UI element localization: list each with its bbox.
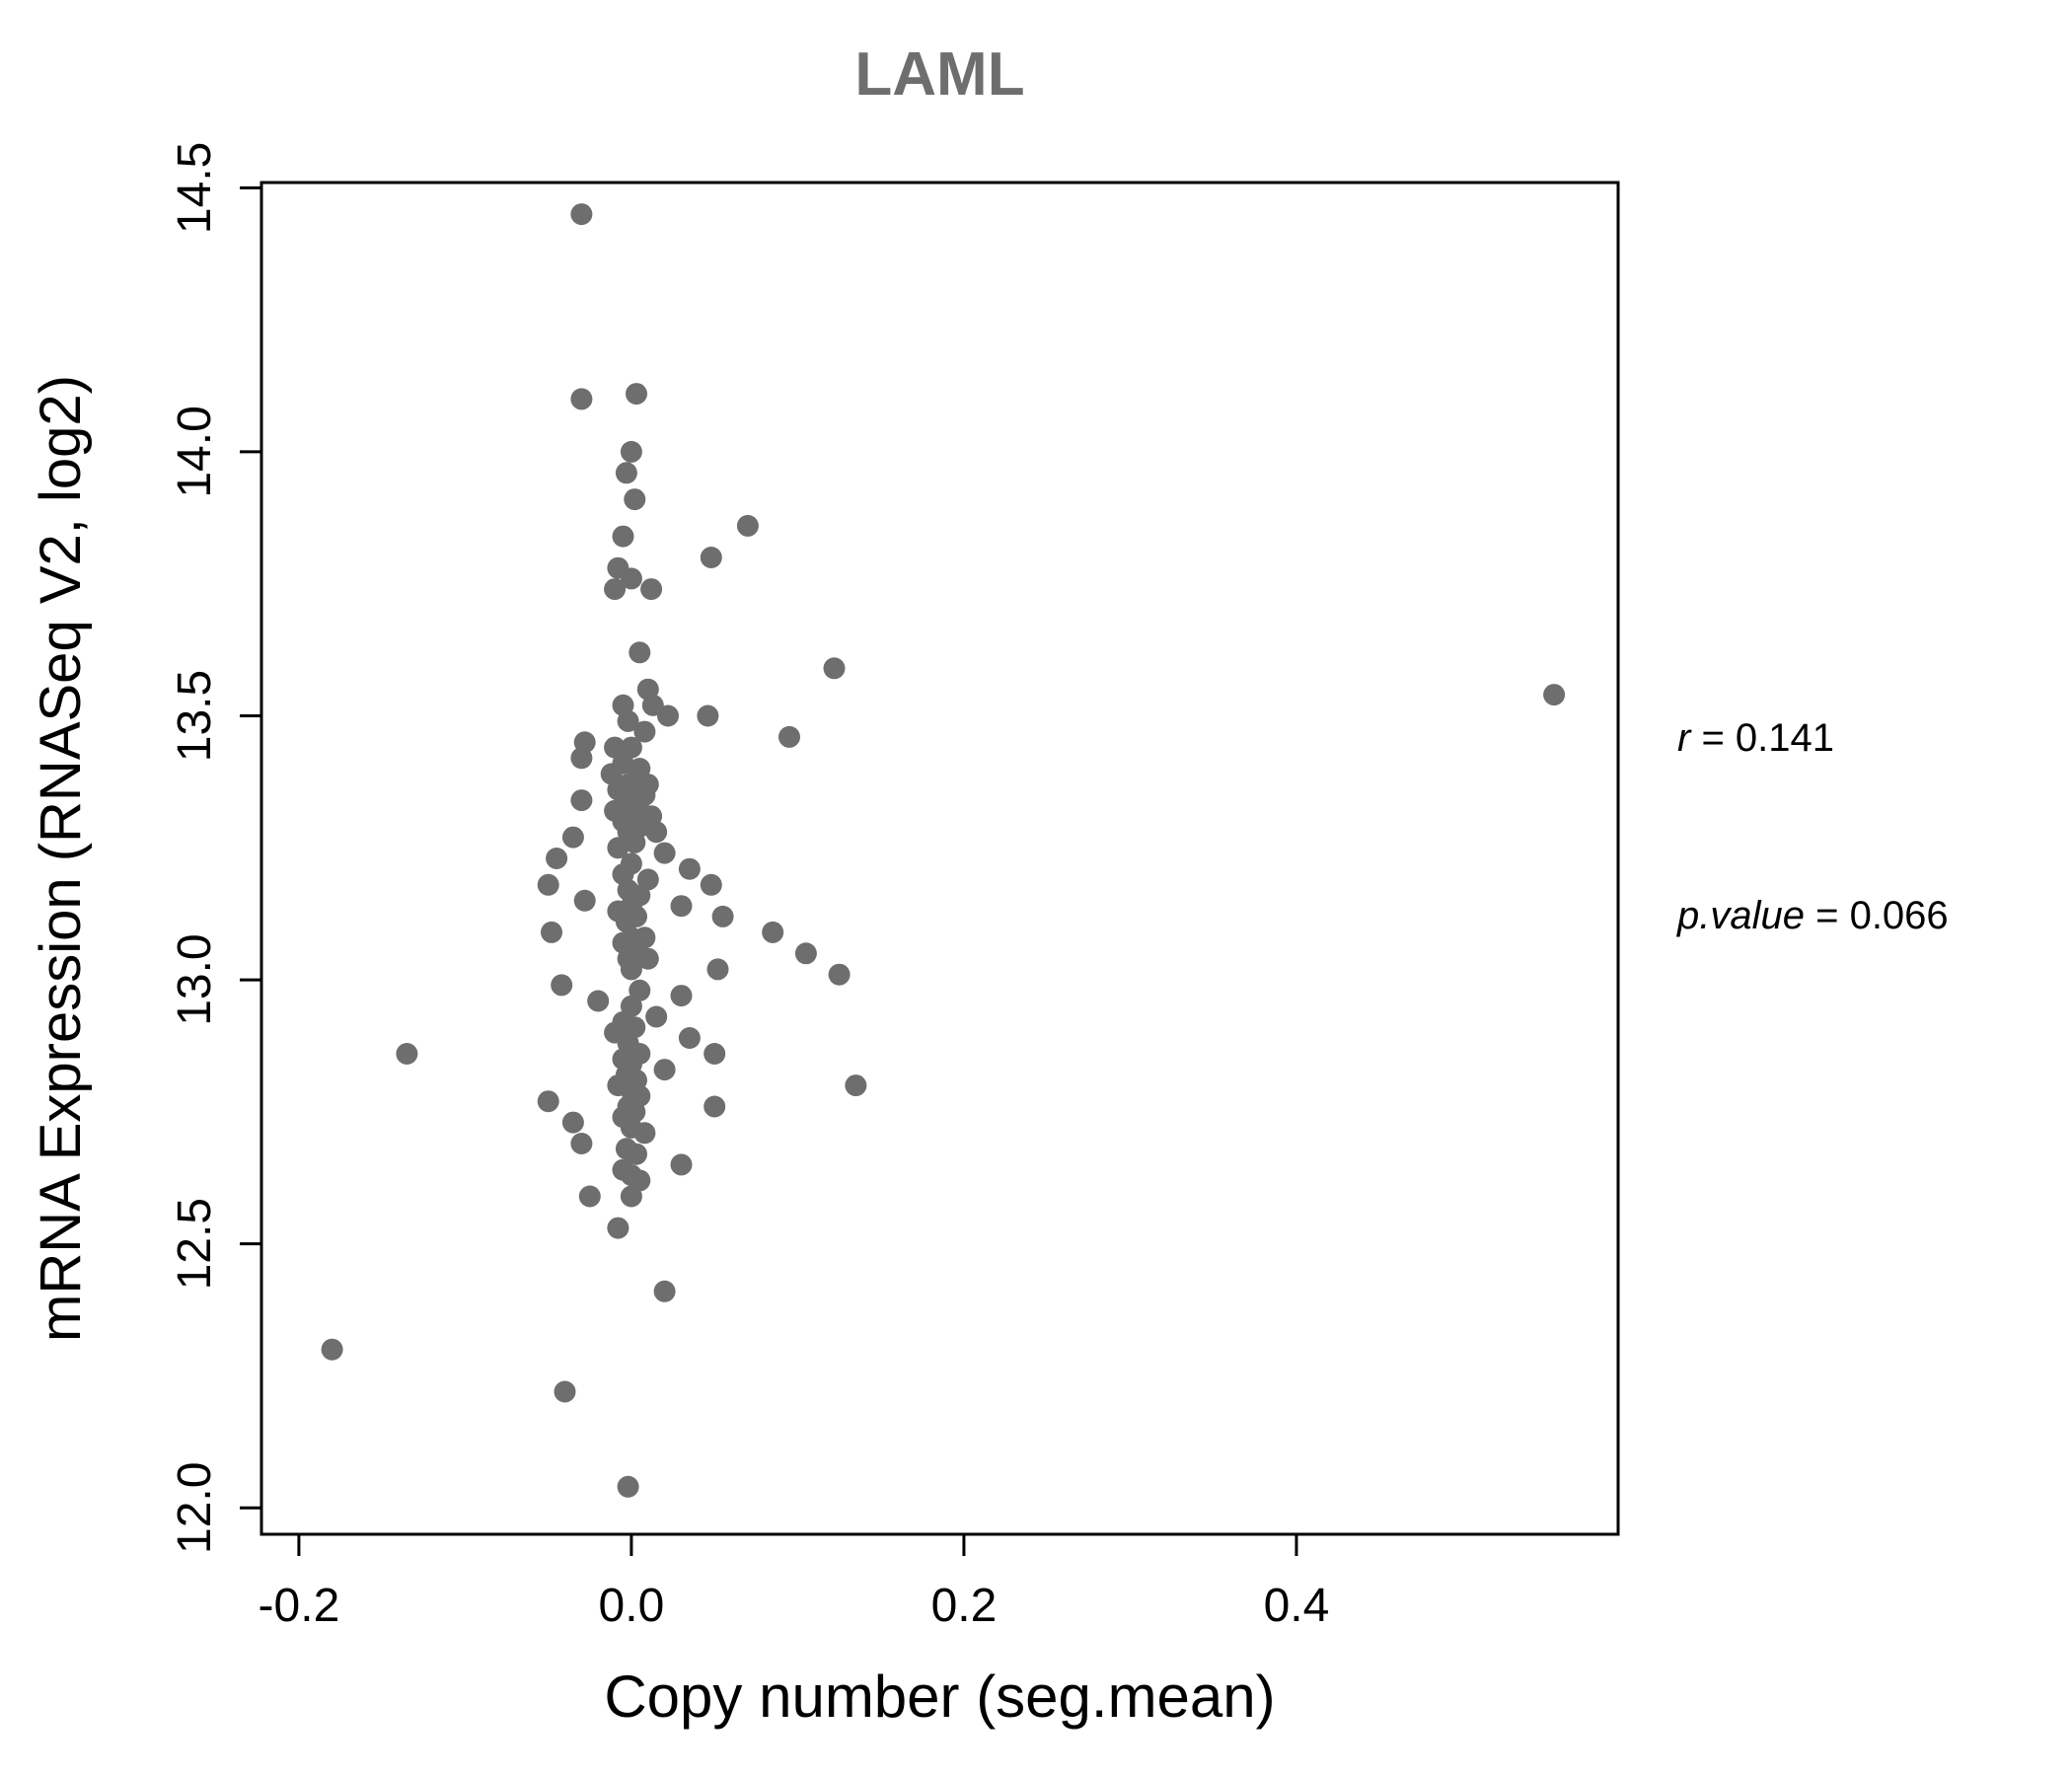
data-point (629, 641, 651, 664)
stats-annotation: r = 0.141 p.value = 0.066 (1677, 590, 1949, 1064)
data-point (645, 1005, 668, 1028)
data-point (711, 905, 734, 927)
data-point (633, 1122, 656, 1145)
y-axis-label: mRNA Expression (RNASeq V2, log2) (29, 375, 93, 1342)
data-point (736, 514, 759, 537)
data-point (828, 963, 851, 986)
data-point (697, 704, 719, 727)
y-tick-label: 12.5 (169, 1198, 221, 1290)
data-point (551, 974, 573, 997)
data-point (657, 704, 679, 727)
x-tick-label: 0.0 (599, 1580, 665, 1632)
data-point (546, 848, 568, 869)
data-point (617, 1475, 639, 1498)
data-point (645, 821, 668, 844)
data-point (396, 1043, 418, 1065)
data-point (607, 1217, 629, 1239)
y-tick-label: 13.0 (169, 933, 221, 1025)
data-point (626, 1143, 647, 1165)
data-point (612, 525, 634, 548)
x-axis-label: Copy number (seg.mean) (604, 1664, 1276, 1730)
data-point (794, 942, 817, 965)
y-tick-label: 12.0 (169, 1462, 221, 1554)
data-point (762, 921, 784, 943)
x-tick-label: 0.2 (931, 1580, 998, 1632)
data-point (640, 578, 663, 601)
data-point (537, 1090, 559, 1113)
data-point (537, 873, 559, 896)
data-point (620, 1185, 642, 1208)
data-point (700, 547, 722, 568)
p-value: = 0.066 (1804, 894, 1949, 937)
x-tick-label: -0.2 (259, 1580, 340, 1632)
data-point (541, 921, 562, 943)
data-point (636, 947, 659, 970)
data-point (1543, 684, 1566, 706)
data-point (823, 657, 846, 680)
data-point (570, 388, 593, 410)
data-point (620, 567, 642, 590)
x-tick-label: 0.4 (1264, 1580, 1330, 1632)
plot-box (259, 181, 1620, 1536)
y-tick-label: 13.5 (169, 670, 221, 762)
data-point (615, 462, 637, 484)
data-point (700, 873, 722, 896)
y-tick-label: 14.5 (169, 142, 221, 234)
data-point (617, 709, 639, 732)
data-point (678, 857, 701, 880)
data-point (706, 958, 729, 981)
data-point (845, 1074, 867, 1097)
data-point (636, 868, 659, 891)
r-value-line: r = 0.141 (1677, 708, 1949, 768)
data-point (570, 789, 593, 812)
r-variable: r (1677, 716, 1691, 760)
data-point (626, 383, 647, 406)
y-tick-label: 14.0 (169, 406, 221, 497)
data-point (633, 720, 656, 743)
data-point (570, 747, 593, 770)
data-point (670, 895, 693, 918)
data-point (620, 958, 642, 981)
data-point (678, 1027, 701, 1049)
data-point (653, 842, 676, 864)
data-point (587, 990, 610, 1012)
data-point (573, 889, 596, 912)
data-point (641, 694, 664, 716)
p-value-line: p.value = 0.066 (1677, 886, 1949, 945)
data-point (570, 1133, 593, 1154)
data-point (561, 826, 584, 849)
data-point (703, 1095, 726, 1118)
data-point (554, 1380, 576, 1403)
data-point (570, 203, 593, 226)
r-value: = 0.141 (1690, 716, 1835, 760)
data-point (653, 1059, 676, 1081)
data-point (604, 578, 627, 601)
data-point (607, 837, 629, 859)
chart-title: LAML (854, 40, 1025, 109)
data-point (703, 1043, 726, 1065)
data-point (620, 440, 642, 463)
data-point (624, 488, 646, 511)
data-point (670, 1153, 693, 1176)
data-point (778, 725, 800, 748)
data-point (653, 1280, 676, 1302)
data-point (670, 985, 693, 1007)
p-variable: p.value (1677, 894, 1805, 937)
data-point (561, 1111, 584, 1134)
data-point (578, 1185, 601, 1208)
data-point (624, 831, 646, 853)
data-point (321, 1338, 343, 1361)
